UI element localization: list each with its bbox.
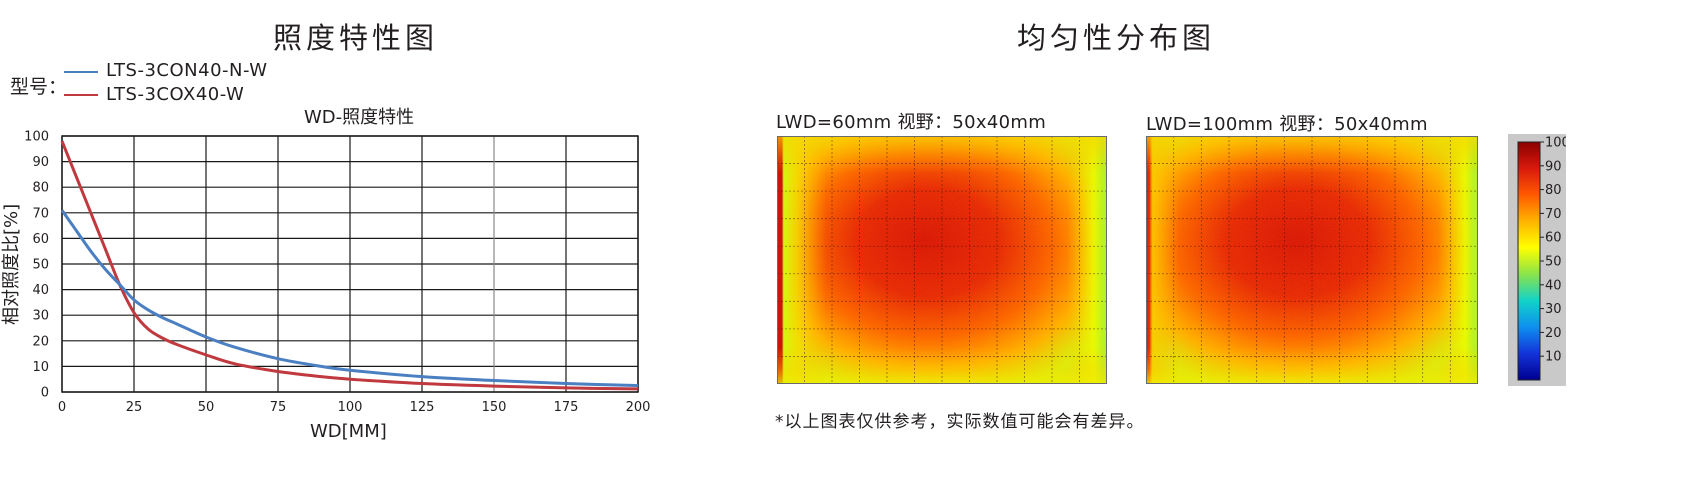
colorbar-tick-label: 40	[1545, 278, 1562, 293]
illuminance-line-chart: 0 10 20 30 40 50 60 70 80 90 100 0 25 50 75 100 125 150 17…	[24, 130, 651, 416]
illuminance-section-title: 照度特性图	[273, 21, 439, 55]
colorbar-tick-label: 30	[1545, 302, 1562, 317]
colorbar-ramp	[1517, 141, 1541, 381]
y-tick-label: 80	[32, 181, 49, 196]
colorbar-tick-label: 50	[1545, 255, 1562, 270]
heatmap-1-title: LWD=60mm 视野：50x40mm	[776, 112, 1047, 133]
uniformity-section-title: 均匀性分布图	[1017, 21, 1216, 55]
uniformity-heatmap-lwd100	[1146, 136, 1478, 384]
series-line-2	[60, 140, 639, 391]
line-chart-title: WD-照度特性	[304, 107, 415, 128]
uniformity-heatmap-lwd60	[777, 136, 1107, 384]
heatmap-2-title: LWD=100mm 视野：50x40mm	[1146, 114, 1428, 135]
x-tick-label: 200	[626, 400, 651, 415]
x-tick-label: 75	[270, 400, 287, 415]
legend-label-series-2: LTS-3COX40-W	[106, 84, 245, 105]
y-axis-label: 相对照度比[%]	[1, 203, 22, 325]
colorbar-tick-label: 20	[1545, 326, 1562, 341]
y-tick-label: 90	[32, 155, 49, 170]
heatmap-frame	[1146, 136, 1478, 384]
y-tick-label: 70	[32, 206, 49, 221]
x-tick-label: 175	[554, 400, 579, 415]
colorbar: 100 90 80 70 60 50 40 30 20 10	[1508, 134, 1566, 386]
disclaimer-note: *以上图表仅供参考，实际数值可能会有差异。	[775, 412, 1145, 432]
y-tick-label: 60	[32, 232, 49, 247]
model-label: 型号：	[10, 76, 68, 98]
colorbar-tick-label: 10	[1545, 350, 1562, 365]
legend	[64, 71, 98, 96]
colorbar-tick-label: 80	[1545, 183, 1562, 198]
legend-label-series-1: LTS-3CON40-N-W	[106, 60, 268, 81]
colorbar-tick-label: 90	[1545, 159, 1562, 174]
y-tick-label: 20	[32, 334, 49, 349]
y-tick-label: 50	[32, 258, 49, 273]
y-tick-label: 30	[32, 309, 49, 324]
series-line-1	[60, 209, 639, 388]
y-tick-label: 40	[32, 283, 49, 298]
x-tick-label: 25	[126, 400, 143, 415]
plot-frame	[61, 135, 639, 393]
x-tick-label: 50	[198, 400, 215, 415]
y-tick-label: 10	[32, 360, 49, 375]
x-tick-label: 125	[410, 400, 435, 415]
y-tick-label: 100	[24, 130, 49, 145]
x-tick-label: 0	[58, 400, 66, 415]
colorbar-tick-label: 100	[1545, 136, 1566, 151]
x-tick-label: 150	[482, 400, 507, 415]
heatmap-frame	[777, 136, 1107, 384]
y-tick-label: 0	[41, 386, 49, 401]
x-tick-label: 100	[338, 400, 363, 415]
x-axis-label: WD[MM]	[310, 421, 387, 442]
colorbar-tick-label: 70	[1545, 207, 1562, 222]
colorbar-tick-label: 60	[1545, 231, 1562, 246]
